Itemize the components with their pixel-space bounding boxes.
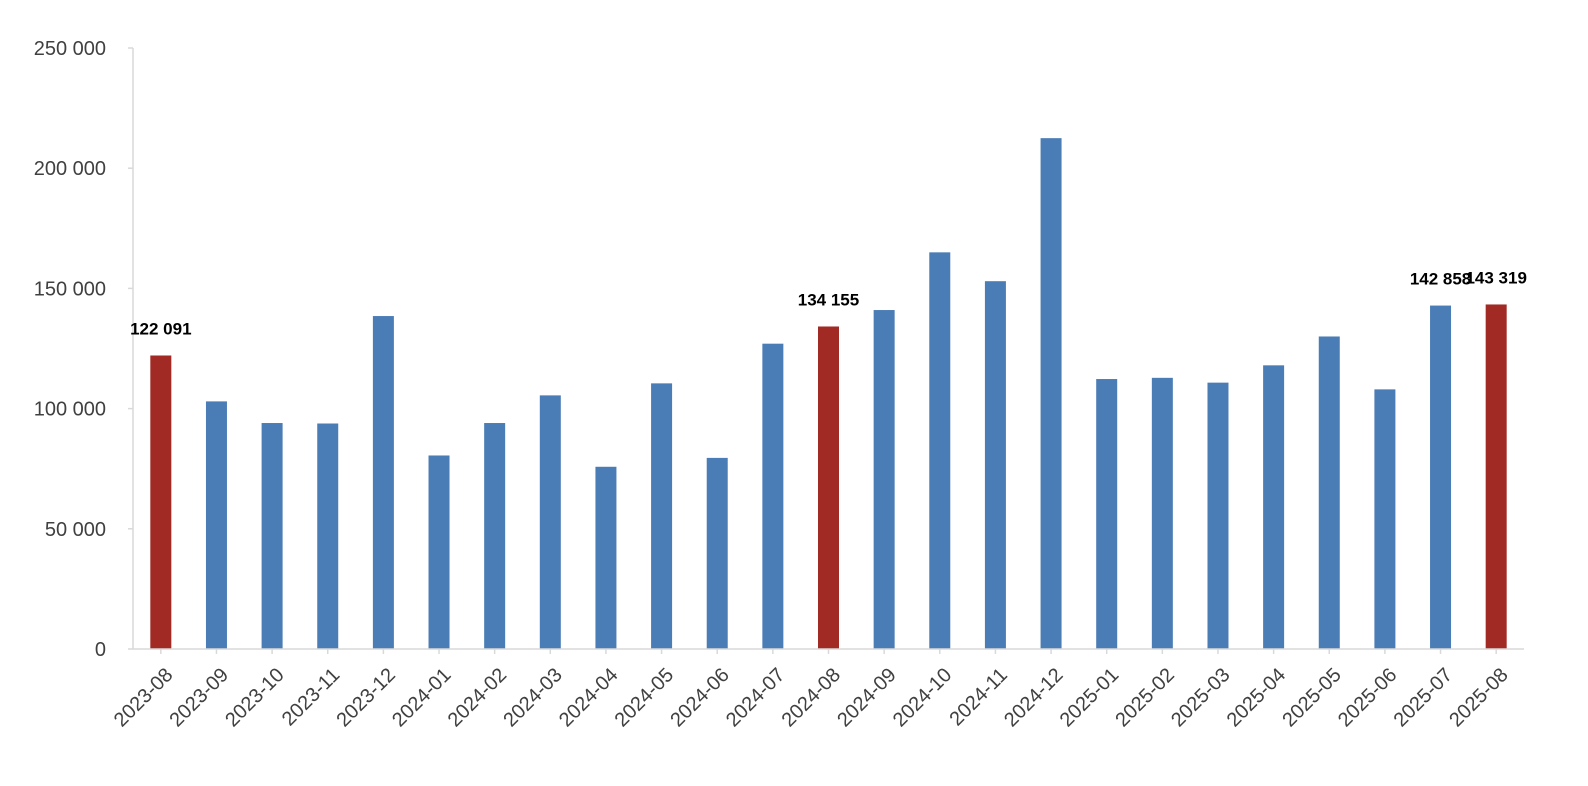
bar-2024-08 [818,326,839,649]
bar-2025-05 [1318,336,1340,649]
bars [150,138,1507,649]
y-tick-label: 250 000 [34,38,106,60]
y-tick-label: 0 [95,639,106,661]
x-tick-label: 2024-01 [388,664,455,731]
x-tick-label: 2025-05 [1278,664,1345,731]
x-tick-label: 2024-08 [778,664,845,731]
bar-2024-09 [873,310,895,649]
x-tick-label: 2024-05 [611,664,678,731]
x-tick-label: 2025-08 [1445,664,1512,731]
bar-2024-02 [484,423,506,649]
bar-2025-07 [1430,305,1452,649]
x-tick-label: 2024-03 [499,664,566,731]
x-tick-label: 2023-08 [110,664,177,731]
x-tick-label: 2024-11 [946,664,1012,730]
x-tick-label: 2023-11 [278,664,344,730]
x-axis: 2023-082023-092023-102023-112023-122024-… [110,648,1524,731]
x-tick-label: 2025-07 [1390,664,1457,731]
x-tick-label: 2023-09 [166,664,233,731]
bar-2024-07 [762,343,784,649]
x-tick-label: 2024-04 [555,664,622,731]
x-tick-label: 2025-02 [1111,664,1178,731]
bar-2025-03 [1207,382,1229,649]
bar-2024-05 [651,383,673,649]
x-tick-label: 2023-10 [221,664,288,731]
bar-2023-12 [372,316,394,649]
bar-2024-03 [539,395,561,649]
data-label-2025-07: 142 858 [1410,270,1471,289]
x-tick-label: 2025-03 [1167,664,1234,731]
y-tick-label: 200 000 [34,158,106,180]
bar-2024-04 [595,466,617,649]
bar-2024-01 [428,455,450,649]
bar-2023-11 [317,423,339,649]
x-tick-label: 2024-09 [833,664,900,731]
bar-2024-06 [706,457,728,649]
x-tick-label: 2024-06 [666,664,733,731]
y-axis: 0 50 000 100 000 150 000 200 000 250 000 [34,38,134,661]
bar-2025-04 [1263,365,1285,649]
x-tick-label: 2024-02 [444,664,511,731]
bar-2025-02 [1151,377,1173,649]
x-tick-label: 2025-01 [1056,664,1123,731]
bar-2024-11 [984,281,1006,649]
x-tick-label: 2024-10 [889,664,956,731]
y-tick-label: 100 000 [34,399,106,421]
x-tick-label: 2024-12 [1000,664,1067,731]
bar-2023-10 [261,423,283,649]
data-label-2025-08: 143 319 [1465,268,1526,287]
x-tick-label: 2025-06 [1334,664,1401,731]
data-label-2024-08: 134 155 [798,290,859,309]
bar-2025-06 [1374,389,1396,649]
bar-2023-09 [205,401,227,649]
data-label-2023-08: 122 091 [130,319,191,338]
bar-2023-08 [150,355,172,649]
y-tick-label: 150 000 [34,278,106,300]
bar-2024-12 [1040,138,1062,649]
x-tick-label: 2023-12 [332,664,399,731]
x-tick-label: 2025-04 [1223,664,1290,731]
x-tick-label: 2024-07 [722,664,789,731]
bar-2025-08 [1485,304,1507,649]
y-tick-label: 50 000 [45,519,106,541]
bar-2024-10 [929,252,951,649]
bar-2025-01 [1096,379,1118,649]
